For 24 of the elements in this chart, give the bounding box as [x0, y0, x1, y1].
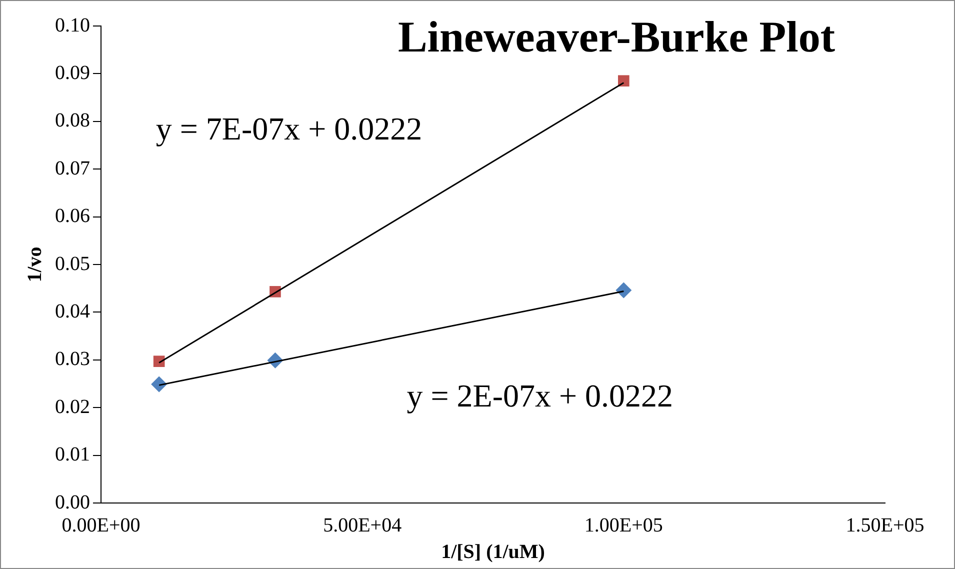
x-axis-title: 1/[S] (1/uM) — [441, 541, 545, 564]
y-axis-title: 1/vo — [24, 246, 46, 282]
y-tick-label: 0.09 — [55, 62, 90, 84]
annotation: y = 2E-07x + 0.0222 — [406, 377, 674, 414]
annotation: y = 7E-07x + 0.0222 — [156, 110, 422, 146]
y-tick-label: 0.08 — [55, 110, 90, 132]
y-tick-label: 0.07 — [55, 157, 90, 180]
y-tick-label: 0.02 — [55, 396, 90, 418]
x-tick-label: 1.00E+05 — [584, 514, 663, 536]
point — [618, 75, 630, 87]
point — [151, 376, 168, 392]
point — [616, 282, 632, 298]
chart-title: Lineweaver-Burke Plot — [398, 12, 836, 62]
x-tick-label: 1.50E+05 — [846, 514, 924, 536]
y-tick-label: 0.03 — [55, 348, 90, 370]
y-tick-label: 0.00 — [55, 491, 90, 514]
y-tick-label: 0.05 — [55, 252, 90, 275]
x-tick-label: 5.00E+04 — [323, 514, 402, 536]
point — [153, 356, 165, 367]
y-tick-label: 0.04 — [55, 300, 90, 322]
y-tick-label: 0.10 — [55, 14, 90, 36]
y-tick-label: 0.06 — [55, 205, 90, 228]
y-tick-label: 0.01 — [55, 444, 90, 466]
x-tick-label: 0.00E+00 — [62, 514, 140, 536]
